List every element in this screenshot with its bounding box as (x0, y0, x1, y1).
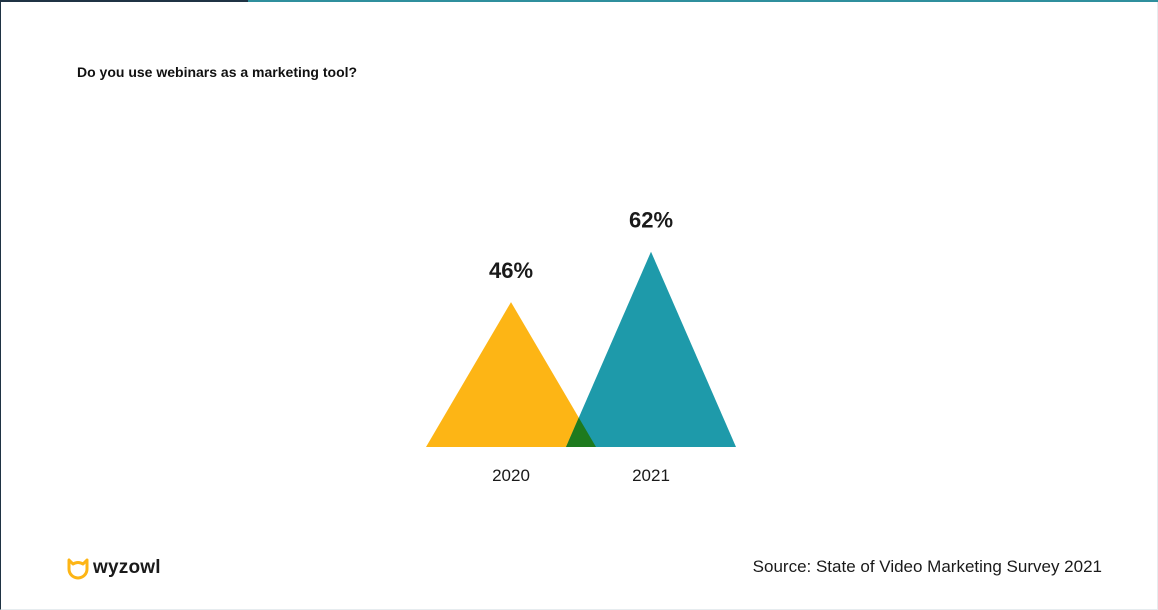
wyzowl-logo-icon (67, 558, 89, 580)
brand-logo: wyzowl (66, 556, 161, 580)
data-label-2020: 46% (489, 258, 533, 283)
brand-name: wyzowl (93, 557, 161, 578)
chart-question: Do you use webinars as a marketing tool? (77, 64, 358, 80)
triangle-2020 (426, 302, 596, 447)
category-label-2020: 2020 (492, 466, 530, 485)
triangle-overlap (566, 417, 596, 447)
source-note: Source: State of Video Marketing Survey … (752, 557, 1102, 576)
top-accent-bar-dark (0, 0, 248, 2)
top-accent-bar-teal (248, 0, 1158, 2)
category-label-2021: 2021 (632, 466, 670, 485)
triangle-2021 (566, 251, 736, 447)
data-label-2021: 62% (629, 208, 673, 233)
